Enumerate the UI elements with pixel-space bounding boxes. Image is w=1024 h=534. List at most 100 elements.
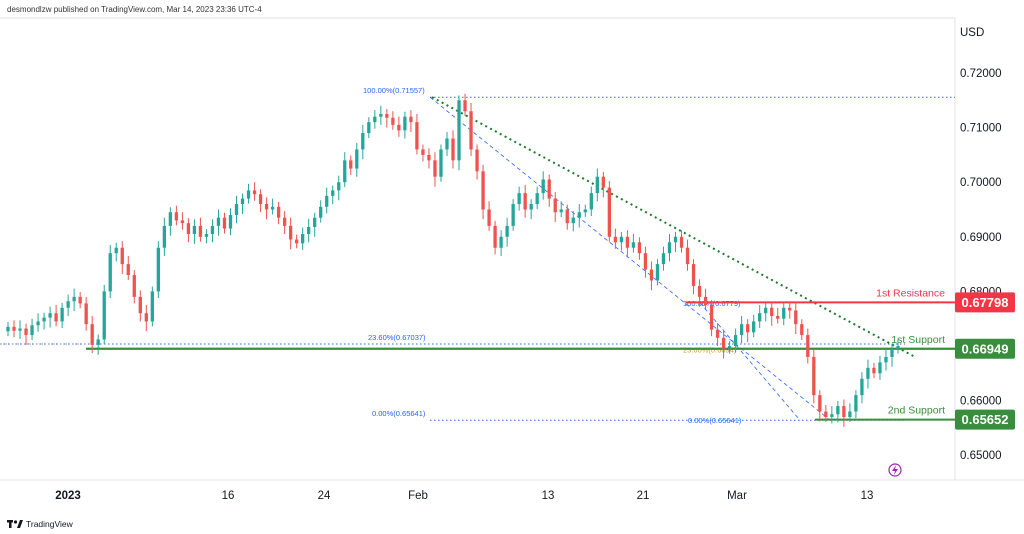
candle-body [198,225,203,237]
candle-body [270,206,275,210]
price-badge [955,409,1015,430]
level-label: 1st Resistance [876,287,945,299]
candle-body [168,212,173,226]
candle-body [607,187,612,237]
candle-body [625,236,630,248]
candle-body [379,113,383,117]
candle-body [48,313,52,318]
candle-body [156,247,160,292]
candle-body [301,234,305,244]
lightning-icon[interactable] [888,463,902,477]
candle-body [234,204,239,215]
fib-label: 0.00%(0.65641) [372,409,426,418]
fib-diagonal [429,96,831,421]
candle-body [349,160,353,169]
candle-body [601,176,605,188]
x-tick-label: 21 [637,490,650,502]
candles [6,93,900,427]
candle-body [812,356,816,396]
x-tick-label: 16 [222,490,235,502]
x-tick-label: 2023 [55,490,81,502]
candle-body [403,116,407,131]
candle-body [866,367,870,379]
candle-body [361,133,365,150]
candle-body [577,212,581,218]
candle-body [559,209,563,213]
candle-body [126,264,130,276]
candle-body [180,220,185,224]
candle-body [36,321,40,326]
level-label: 2nd Support [888,405,945,417]
candle-body [733,335,738,346]
price-badge [955,292,1015,313]
candle-body [84,303,88,325]
candle-body [643,253,648,270]
candle-body [631,242,636,248]
y-tick-label: 0.71000 [960,123,1002,135]
candle-body [294,239,299,244]
candle-body [824,411,828,417]
candle-body [96,339,100,345]
y-tick-label: 0.65000 [960,450,1002,462]
tradingview-logo-icon [7,519,23,528]
price-badge-label: 0.66949 [962,341,1009,356]
candle-body [240,198,245,205]
candle-body [481,171,485,210]
price-badge [955,338,1015,359]
candle-body [337,182,341,191]
candle-body [884,356,888,363]
candle-body [667,242,672,254]
candle-body [469,111,473,150]
candle-body [703,296,708,306]
candle-body [818,395,822,412]
candle-body [613,236,618,243]
candle-body [547,179,551,199]
candle-body [325,195,329,207]
candle-body [878,362,882,374]
candle-body [162,225,167,248]
candle-body [264,204,269,210]
candle-body [739,324,744,336]
candle-body [457,100,461,161]
currency-label: USD [960,27,984,39]
candle-body [715,329,720,338]
candle-body [54,313,58,322]
x-axis: 2023 16 24 Feb 13 21 Mar 13 [55,490,873,502]
candle-body [313,217,317,227]
tradingview-logo[interactable]: TradingView [7,519,73,529]
logo-text: TradingView [26,519,73,529]
candle-body [649,269,654,281]
candle-body [673,236,678,243]
price-badge-label: 0.67798 [962,295,1009,310]
candle-body [685,247,690,265]
candle-body [529,204,533,210]
candle-body [661,253,666,265]
candle-body [18,328,22,331]
candle-body [782,307,786,319]
candle-body [523,193,527,210]
candle-body [66,301,70,308]
candle-body [367,122,371,134]
candle-body [836,406,840,415]
price-badges: 0.67798 0.66949 0.65652 [955,292,1015,430]
candle-body [589,193,593,210]
candle-body [583,209,587,213]
fib2-diagonal [699,302,801,421]
candle-body [896,346,900,349]
candle-body [517,193,521,205]
fib-label: 23.60%(0.67037) [368,333,426,342]
y-tick-label: 0.66000 [960,396,1002,408]
candle-body [487,209,491,226]
candle-body [439,149,443,177]
candle-body [102,291,106,340]
candle-body [433,160,437,177]
price-badge-label: 0.65652 [962,412,1009,427]
candle-body [655,264,660,281]
y-tick-label: 0.70000 [960,177,1002,189]
candle-body [571,217,575,224]
candle-body [222,217,227,229]
candle-body [114,247,118,254]
candle-body [721,337,726,349]
candle-body [319,206,323,218]
